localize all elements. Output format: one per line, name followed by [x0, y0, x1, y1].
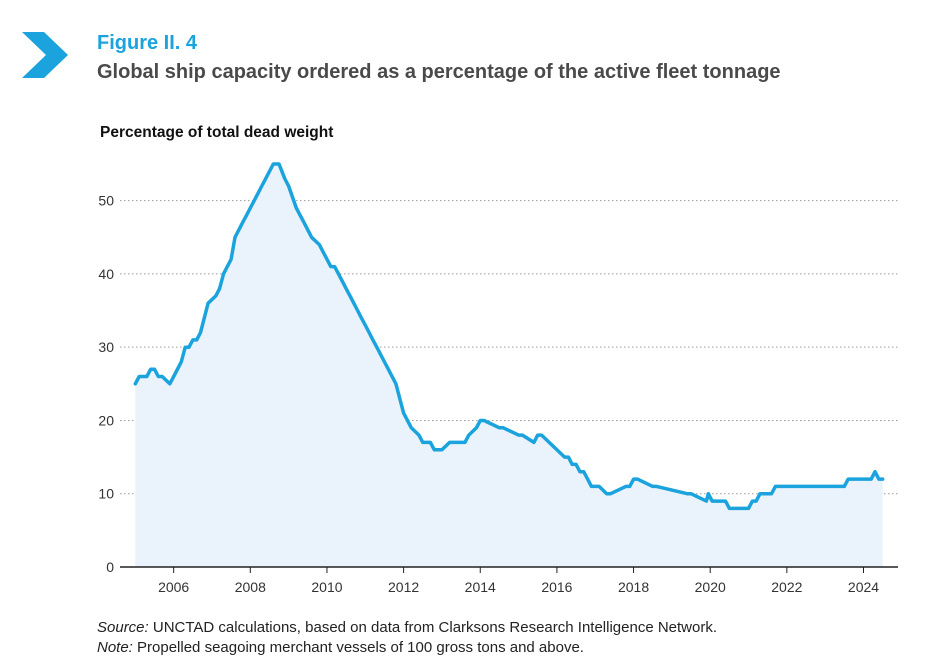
- source-label: Source:: [97, 619, 149, 636]
- x-tick-label: 2024: [848, 579, 879, 595]
- source-text: UNCTAD calculations, based on data from …: [148, 619, 718, 636]
- y-tick-label: 10: [98, 486, 114, 502]
- note-text: Propelled seagoing merchant vessels of 1…: [132, 639, 584, 656]
- x-tick-label: 2016: [541, 579, 572, 595]
- source-note: Source: UNCTAD calculations, based on da…: [97, 618, 717, 638]
- y-tick-labels: 0 10 20 30 40 50: [98, 193, 114, 575]
- figure-label: Figure II. 4: [97, 32, 198, 54]
- x-tick-label: 2022: [771, 579, 802, 595]
- x-tick-label: 2020: [695, 579, 726, 595]
- x-tick-label: 2014: [465, 579, 496, 595]
- y-tick-label: 0: [106, 559, 114, 575]
- y-axis-label: Percentage of total dead weight: [100, 124, 334, 141]
- x-tick-label: 2012: [388, 579, 419, 595]
- x-axis: [120, 566, 898, 573]
- y-tick-label: 40: [98, 266, 114, 282]
- x-tick-labels: 2006 2008 2010 2012 2014 2016 2018 2020 2022 2024: [158, 579, 879, 595]
- series-line: [133, 162, 885, 511]
- footnotes: Source: UNCTAD calculations, based on da…: [97, 618, 717, 658]
- x-tick-label: 2008: [235, 579, 266, 595]
- note: Note: Propelled seagoing merchant vessel…: [97, 638, 717, 658]
- y-tick-label: 30: [98, 339, 114, 355]
- x-tick-label: 2010: [311, 579, 342, 595]
- x-tick-label: 2018: [618, 579, 649, 595]
- area-fill: [135, 164, 883, 567]
- data-line: [133, 162, 885, 511]
- y-tick-label: 50: [98, 193, 114, 209]
- y-tick-label: 20: [98, 412, 114, 428]
- note-label: Note:: [97, 639, 133, 656]
- x-tick-label: 2006: [158, 579, 189, 595]
- chevron-right-icon: [22, 32, 68, 78]
- figure-title: Global ship capacity ordered as a percen…: [97, 61, 781, 83]
- area-fill-shape: [135, 164, 883, 567]
